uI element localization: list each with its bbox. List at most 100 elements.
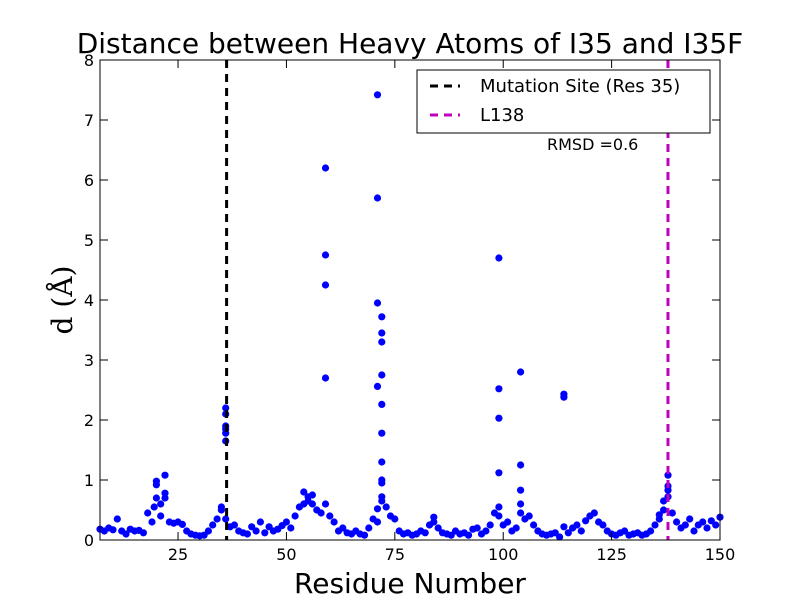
- data-point: [495, 469, 503, 477]
- data-point: [222, 515, 230, 523]
- data-point: [556, 533, 564, 541]
- data-point: [373, 91, 382, 99]
- data-point: [373, 194, 382, 202]
- data-point: [599, 521, 607, 529]
- data-point: [308, 491, 316, 499]
- y-tick-label: 7: [84, 111, 94, 130]
- data-point: [161, 471, 169, 479]
- data-point: [178, 520, 186, 529]
- data-point: [330, 518, 338, 526]
- data-point: [317, 509, 325, 517]
- data-point: [525, 512, 533, 520]
- data-point: [473, 524, 481, 532]
- data-point: [495, 385, 503, 393]
- data-point: [378, 313, 386, 321]
- y-tick-label: 8: [84, 51, 94, 70]
- reference-lines: [225, 60, 670, 540]
- data-point: [664, 486, 672, 494]
- x-tick-label: 50: [276, 545, 296, 564]
- data-point: [144, 509, 152, 517]
- data-point: [391, 515, 399, 523]
- data-point: [326, 512, 334, 520]
- data-point: [122, 530, 130, 538]
- rmsd-annotation: RMSD =0.6: [547, 135, 638, 154]
- data-point: [699, 518, 707, 526]
- x-tick-label: 25: [168, 545, 188, 564]
- data-point: [148, 518, 156, 526]
- y-tick-label: 5: [84, 231, 94, 250]
- data-point: [209, 521, 217, 529]
- data-point: [560, 393, 568, 401]
- data-point: [577, 527, 585, 535]
- x-tick-label: 125: [596, 545, 627, 564]
- data-point: [378, 429, 386, 437]
- y-tick-label: 4: [84, 291, 94, 310]
- data-point: [681, 521, 689, 529]
- data-point: [217, 503, 225, 511]
- y-tick-label: 3: [84, 351, 94, 370]
- data-point: [430, 518, 438, 526]
- data-point: [655, 511, 663, 519]
- data-point: [421, 529, 429, 537]
- legend-label-mutation: Mutation Site (Res 35): [480, 76, 680, 97]
- data-point: [512, 524, 520, 532]
- data-point: [252, 527, 260, 535]
- data-point: [378, 497, 386, 505]
- data-point: [712, 521, 720, 529]
- data-point: [647, 527, 655, 535]
- data-point: [517, 368, 525, 376]
- chart-title: Distance between Heavy Atoms of I35 and …: [77, 27, 744, 60]
- data-point: [686, 515, 694, 523]
- data-point: [560, 523, 568, 531]
- data-point: [157, 500, 165, 508]
- data-point: [434, 524, 442, 532]
- data-point: [690, 527, 698, 535]
- data-point: [651, 521, 659, 529]
- data-point: [464, 531, 473, 539]
- data-point: [530, 521, 538, 529]
- data-point: [321, 281, 330, 289]
- x-tick-label: 75: [385, 545, 405, 564]
- data-point: [564, 529, 572, 537]
- data-point: [373, 518, 382, 526]
- data-point: [365, 524, 373, 532]
- data-point: [373, 505, 382, 513]
- data-point: [378, 338, 386, 346]
- y-axis-label: d (Å): [46, 266, 79, 335]
- data-point: [660, 506, 668, 514]
- data-point: [152, 477, 160, 485]
- data-point: [308, 500, 316, 508]
- data-point: [664, 471, 672, 479]
- data-point: [321, 500, 330, 508]
- data-point: [504, 518, 512, 526]
- data-point: [300, 488, 308, 496]
- data-point: [282, 518, 290, 526]
- x-tick-label: 150: [705, 545, 736, 564]
- data-point: [703, 524, 711, 532]
- data-point: [291, 512, 299, 520]
- data-point: [109, 526, 117, 534]
- data-point: [378, 329, 386, 337]
- y-tick-label: 6: [84, 171, 94, 190]
- data-point: [378, 458, 386, 466]
- y-tick-label: 2: [84, 411, 94, 430]
- data-point: [321, 374, 330, 382]
- legend-box: [416, 69, 711, 134]
- data-point: [378, 479, 386, 487]
- data-point: [360, 531, 369, 539]
- axis-ticks: 25 50 75 100 125 150 0 1 2 3 4 5 6 7 8: [84, 51, 735, 564]
- data-point: [495, 503, 503, 511]
- data-point: [378, 400, 386, 408]
- data-point: [139, 529, 147, 537]
- data-point: [517, 486, 525, 494]
- legend-label-l138: L138: [480, 105, 524, 126]
- data-point: [495, 254, 503, 262]
- data-point: [517, 500, 525, 508]
- data-point: [582, 517, 590, 525]
- data-point: [243, 530, 251, 538]
- data-point: [495, 512, 503, 520]
- data-point: [590, 509, 598, 517]
- data-point: [113, 515, 121, 523]
- y-tick-label: 0: [84, 531, 94, 550]
